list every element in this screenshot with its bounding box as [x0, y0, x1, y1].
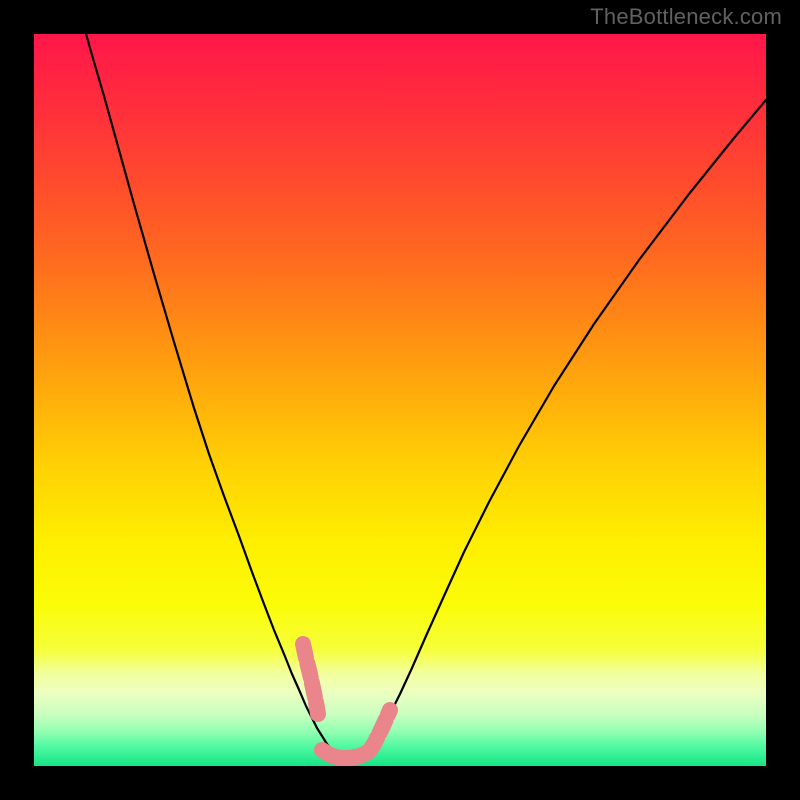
- curve-layer: [34, 34, 766, 766]
- plot-area: [34, 34, 766, 766]
- watermark-text: TheBottleneck.com: [590, 4, 782, 30]
- chart-frame: TheBottleneck.com: [0, 0, 800, 800]
